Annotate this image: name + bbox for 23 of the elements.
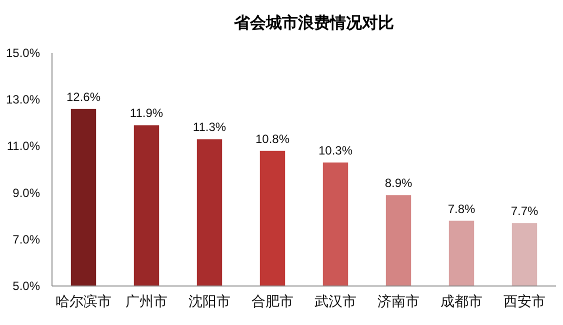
x-tick-label: 济南市: [378, 293, 420, 309]
x-tick-label: 武汉市: [314, 293, 356, 309]
x-tick-label: 西安市: [504, 293, 546, 309]
x-tick-label: 哈尔滨市: [56, 293, 112, 309]
y-tick-label: 11.0%: [6, 139, 40, 154]
data-label: 7.8%: [448, 202, 476, 216]
chart-title: 省会城市浪费情况对比: [233, 13, 394, 32]
y-tick-label: 13.0%: [6, 92, 40, 107]
data-label: 7.7%: [510, 204, 538, 218]
x-tick-label: 成都市: [440, 293, 482, 309]
data-label: 12.6%: [66, 90, 101, 104]
y-tick-label: 9.0%: [12, 186, 40, 200]
x-tick-label: 沈阳市: [188, 293, 230, 309]
y-tick-label: 7.0%: [12, 232, 40, 246]
data-label: 11.9%: [130, 106, 164, 120]
x-tick-label: 合肥市: [252, 293, 294, 309]
y-tick-label: 15.0%: [6, 46, 40, 60]
data-label: 10.8%: [255, 132, 290, 146]
x-tick-label: 广州市: [126, 293, 168, 309]
data-label: 11.3%: [192, 120, 226, 134]
y-tick-label: 5.0%: [12, 279, 40, 293]
data-label: 8.9%: [384, 176, 412, 190]
data-label: 10.3%: [318, 144, 353, 158]
